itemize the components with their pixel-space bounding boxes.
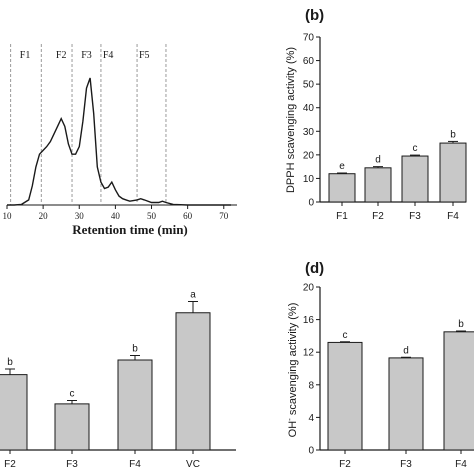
x-tick-label: F4 (455, 459, 467, 470)
bar (439, 142, 467, 203)
panel-dpph: (b) DPPH scavenging activity (%) 0 10 20 30… (285, 7, 467, 222)
x-tick-label: F2 (339, 459, 351, 470)
x-tick-label: F2 (372, 211, 384, 222)
x-tick-label: 70 (219, 211, 229, 221)
significance-letter: c (70, 389, 75, 400)
significance-letter: c (413, 143, 418, 154)
x-tick-label: 20 (39, 211, 49, 221)
y-tick-label: 20 (303, 283, 315, 294)
y-axis-title-b: DPPH scavenging activity (%) (285, 47, 297, 193)
y-tick-label: 0 (308, 446, 314, 457)
x-tick-label: F4 (447, 211, 459, 222)
fraction-label: F5 (139, 50, 150, 61)
bar (401, 155, 429, 203)
y-tick-label: 8 (308, 380, 314, 391)
y-tick-label: 20 (303, 150, 315, 161)
x-tick-label: 10 (3, 211, 13, 221)
significance-letter: a (190, 290, 196, 301)
fraction-label: F1 (20, 50, 31, 61)
bar (364, 167, 392, 203)
significance-letter: e (339, 161, 345, 172)
x-tick-label: 30 (75, 211, 85, 221)
bar (327, 341, 363, 451)
panel-chromatogram: 10 20 30 40 50 60 70 F1 F2 F3 F4 F5 Retention time… (3, 44, 237, 237)
bar (443, 331, 474, 451)
panel-c-bars: b F2 c F3 b F4 a VC (0, 290, 236, 470)
y-tick-label: 10 (303, 174, 315, 185)
y-axis-title-d: OH- scavenging activity (%) (285, 303, 299, 438)
x-tick-label: F3 (66, 459, 78, 470)
bar (117, 359, 153, 451)
y-tick-label: 50 (303, 80, 315, 91)
y-tick-label: 16 (303, 315, 315, 326)
x-tick-label: 40 (111, 211, 121, 221)
x-tick-label: F2 (4, 459, 16, 470)
fraction-label: F2 (56, 50, 67, 61)
bar (175, 312, 211, 451)
significance-letter: d (403, 345, 409, 356)
x-tick-label: F3 (409, 211, 421, 222)
y-tick-label: 12 (303, 348, 315, 359)
bar (0, 374, 28, 451)
x-tick-label: 50 (147, 211, 157, 221)
bar (388, 357, 424, 451)
x-axis-title: Retention time (min) (72, 222, 188, 237)
x-tick-label: F1 (336, 211, 348, 222)
chromatogram-trace (7, 77, 231, 206)
significance-letter: d (375, 155, 381, 166)
y-tick-label: 70 (303, 33, 315, 44)
x-tick-label: 60 (183, 211, 193, 221)
bar (54, 403, 90, 451)
fraction-label: F4 (103, 50, 114, 61)
x-tick-label: F3 (400, 459, 412, 470)
significance-letter: c (343, 330, 348, 341)
significance-letter: b (458, 319, 464, 330)
panel-label-b: (b) (305, 7, 324, 24)
x-tick-label: VC (186, 459, 200, 470)
y-tick-label: 40 (303, 103, 315, 114)
panel-label-d: (d) (305, 260, 324, 277)
y-tick-label: 0 (308, 198, 314, 209)
significance-letter: b (450, 129, 456, 140)
bar (328, 173, 356, 203)
x-tick-label: F4 (129, 459, 141, 470)
panel-oh: (d) OH- scavenging activity (%) 0 4 8 12 16 2… (285, 260, 474, 470)
significance-letter: b (132, 344, 138, 355)
y-tick-label: 60 (303, 56, 315, 67)
significance-letter: b (7, 357, 13, 368)
y-tick-label: 4 (308, 413, 314, 424)
y-tick-label: 30 (303, 127, 315, 138)
fraction-label: F3 (81, 50, 92, 61)
